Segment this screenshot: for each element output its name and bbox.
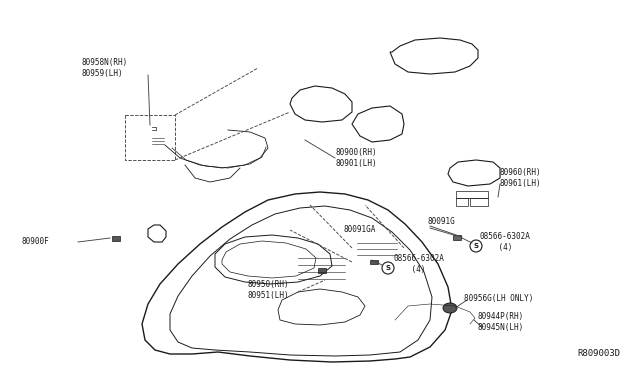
Text: 80091GA: 80091GA: [343, 225, 376, 234]
Text: 80950(RH)
80951(LH): 80950(RH) 80951(LH): [248, 280, 290, 300]
Text: R809003D: R809003D: [577, 349, 620, 358]
Ellipse shape: [443, 303, 457, 313]
Text: S: S: [474, 243, 479, 249]
Bar: [112, 236, 120, 241]
Bar: [470, 198, 488, 206]
Text: 80944P(RH)
80945N(LH): 80944P(RH) 80945N(LH): [478, 312, 524, 332]
Text: 80091G: 80091G: [428, 218, 456, 227]
Bar: [456, 198, 468, 206]
Text: S: S: [385, 265, 390, 271]
Text: 80958N(RH)
80959(LH): 80958N(RH) 80959(LH): [82, 58, 128, 78]
Bar: [453, 235, 461, 240]
Bar: [370, 260, 378, 264]
Text: 80900(RH)
80901(LH): 80900(RH) 80901(LH): [335, 148, 376, 168]
Text: 80960(RH)
80961(LH): 80960(RH) 80961(LH): [500, 168, 541, 188]
Bar: [318, 268, 326, 273]
Text: 80956G(LH ONLY): 80956G(LH ONLY): [464, 294, 533, 302]
Text: 08566-6302A
    (4): 08566-6302A (4): [393, 254, 444, 274]
Text: 80900F: 80900F: [22, 237, 50, 247]
Text: 08566-6302A
    (4): 08566-6302A (4): [480, 232, 531, 252]
Bar: [456, 191, 488, 198]
